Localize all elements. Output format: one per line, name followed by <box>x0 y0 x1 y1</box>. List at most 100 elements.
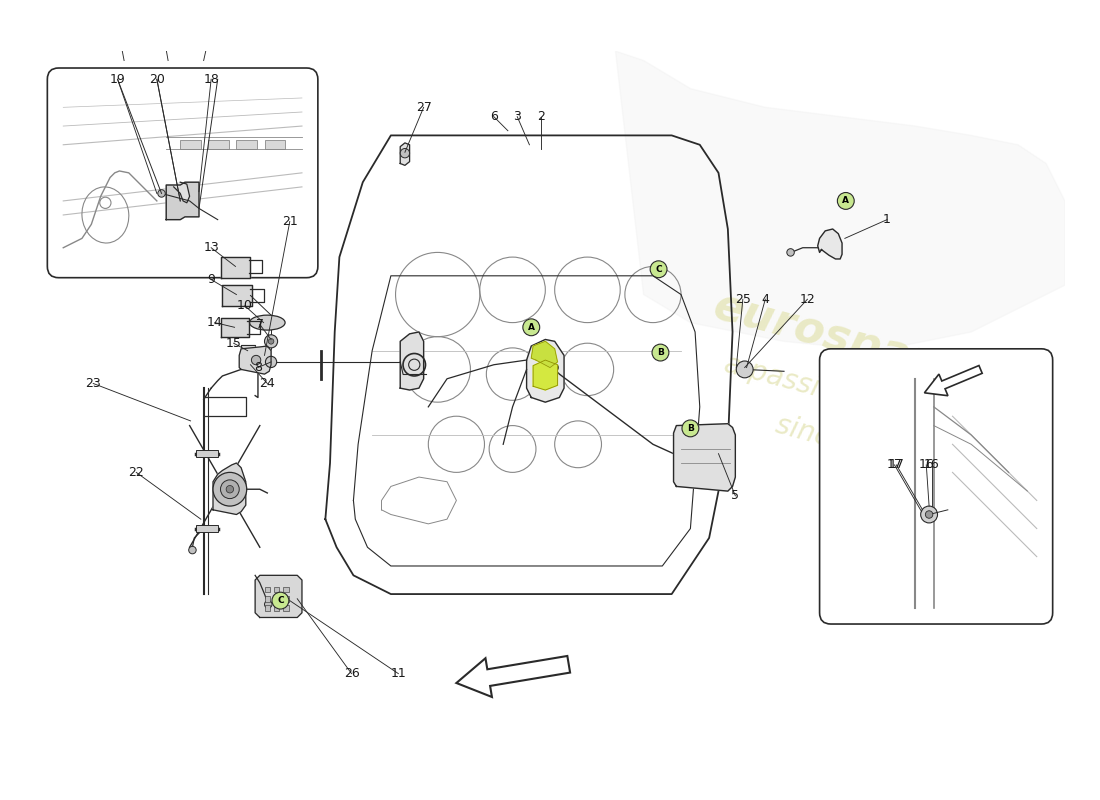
Bar <box>274 606 279 611</box>
Text: 17: 17 <box>889 458 904 471</box>
Circle shape <box>252 355 261 365</box>
Polygon shape <box>166 182 199 220</box>
Polygon shape <box>213 463 245 514</box>
Polygon shape <box>255 575 301 618</box>
Circle shape <box>736 361 754 378</box>
Polygon shape <box>616 51 1065 350</box>
Polygon shape <box>817 229 842 259</box>
Circle shape <box>265 356 277 367</box>
Text: 3: 3 <box>514 110 521 123</box>
Text: 17: 17 <box>887 458 902 471</box>
Text: 5: 5 <box>732 490 739 502</box>
Text: 22: 22 <box>129 466 144 479</box>
Text: 25: 25 <box>735 293 751 306</box>
Text: 16: 16 <box>924 458 939 471</box>
Text: A: A <box>528 322 535 332</box>
Polygon shape <box>220 318 249 337</box>
Text: 20: 20 <box>148 0 165 3</box>
Circle shape <box>264 601 272 608</box>
Text: a passion for parts: a passion for parts <box>720 350 978 445</box>
Polygon shape <box>222 285 252 306</box>
Text: 6: 6 <box>490 110 498 123</box>
Text: 20: 20 <box>148 73 165 86</box>
Polygon shape <box>534 360 558 390</box>
Text: 19: 19 <box>110 73 125 86</box>
Circle shape <box>400 149 409 158</box>
Text: 11: 11 <box>390 667 406 680</box>
Text: B: B <box>688 424 694 433</box>
Bar <box>196 450 218 458</box>
Polygon shape <box>241 345 255 358</box>
Circle shape <box>786 249 794 256</box>
Text: 21: 21 <box>282 215 298 228</box>
Bar <box>180 140 201 150</box>
Circle shape <box>264 334 277 348</box>
Circle shape <box>921 506 937 523</box>
Text: 27: 27 <box>416 101 431 114</box>
Circle shape <box>925 510 933 518</box>
Text: 24: 24 <box>260 377 275 390</box>
FancyBboxPatch shape <box>820 349 1053 624</box>
FancyBboxPatch shape <box>47 68 318 278</box>
Circle shape <box>551 364 559 371</box>
FancyArrow shape <box>456 656 570 697</box>
Text: 19: 19 <box>104 0 120 3</box>
Text: eurospares: eurospares <box>708 284 991 398</box>
Text: A: A <box>843 197 849 206</box>
Circle shape <box>213 472 246 506</box>
Polygon shape <box>527 339 564 402</box>
Text: 8: 8 <box>254 361 262 374</box>
Text: 15: 15 <box>226 337 242 350</box>
Circle shape <box>682 420 698 437</box>
Text: 12: 12 <box>800 293 815 306</box>
Ellipse shape <box>250 315 285 330</box>
Polygon shape <box>673 424 735 491</box>
Circle shape <box>268 338 274 344</box>
Bar <box>274 586 279 592</box>
Bar <box>283 586 289 592</box>
Polygon shape <box>239 346 271 374</box>
Text: 13: 13 <box>204 242 219 254</box>
Bar <box>196 525 218 532</box>
Bar <box>264 596 271 602</box>
Circle shape <box>650 261 667 278</box>
Circle shape <box>220 480 239 498</box>
Text: 26: 26 <box>343 667 360 680</box>
Circle shape <box>652 344 669 361</box>
Text: 1: 1 <box>883 213 891 226</box>
Text: 4: 4 <box>761 293 769 306</box>
Circle shape <box>837 193 855 210</box>
FancyArrow shape <box>924 366 982 396</box>
Text: 18: 18 <box>204 73 219 86</box>
Bar <box>274 596 279 602</box>
Text: 10: 10 <box>236 299 253 312</box>
Bar <box>264 586 271 592</box>
Text: 14: 14 <box>207 316 223 329</box>
Polygon shape <box>220 257 251 278</box>
Bar <box>264 606 271 611</box>
Text: C: C <box>277 596 284 605</box>
Circle shape <box>157 190 165 197</box>
Circle shape <box>189 546 196 554</box>
Text: 9: 9 <box>207 273 216 286</box>
Text: 23: 23 <box>86 377 101 390</box>
Bar <box>236 140 257 150</box>
Text: C: C <box>656 265 662 274</box>
Bar <box>264 140 285 150</box>
Text: 2: 2 <box>537 110 544 123</box>
Polygon shape <box>531 342 558 367</box>
Text: B: B <box>657 348 664 357</box>
Text: 18: 18 <box>210 0 225 3</box>
Circle shape <box>227 486 233 493</box>
Bar <box>208 140 229 150</box>
Polygon shape <box>400 332 424 390</box>
Circle shape <box>100 197 111 209</box>
Bar <box>283 596 289 602</box>
Bar <box>283 606 289 611</box>
Polygon shape <box>400 143 409 166</box>
Text: 16: 16 <box>918 458 934 471</box>
Text: since 1985: since 1985 <box>772 411 926 478</box>
Circle shape <box>272 592 289 609</box>
Circle shape <box>522 319 540 336</box>
Text: 7: 7 <box>256 318 264 331</box>
